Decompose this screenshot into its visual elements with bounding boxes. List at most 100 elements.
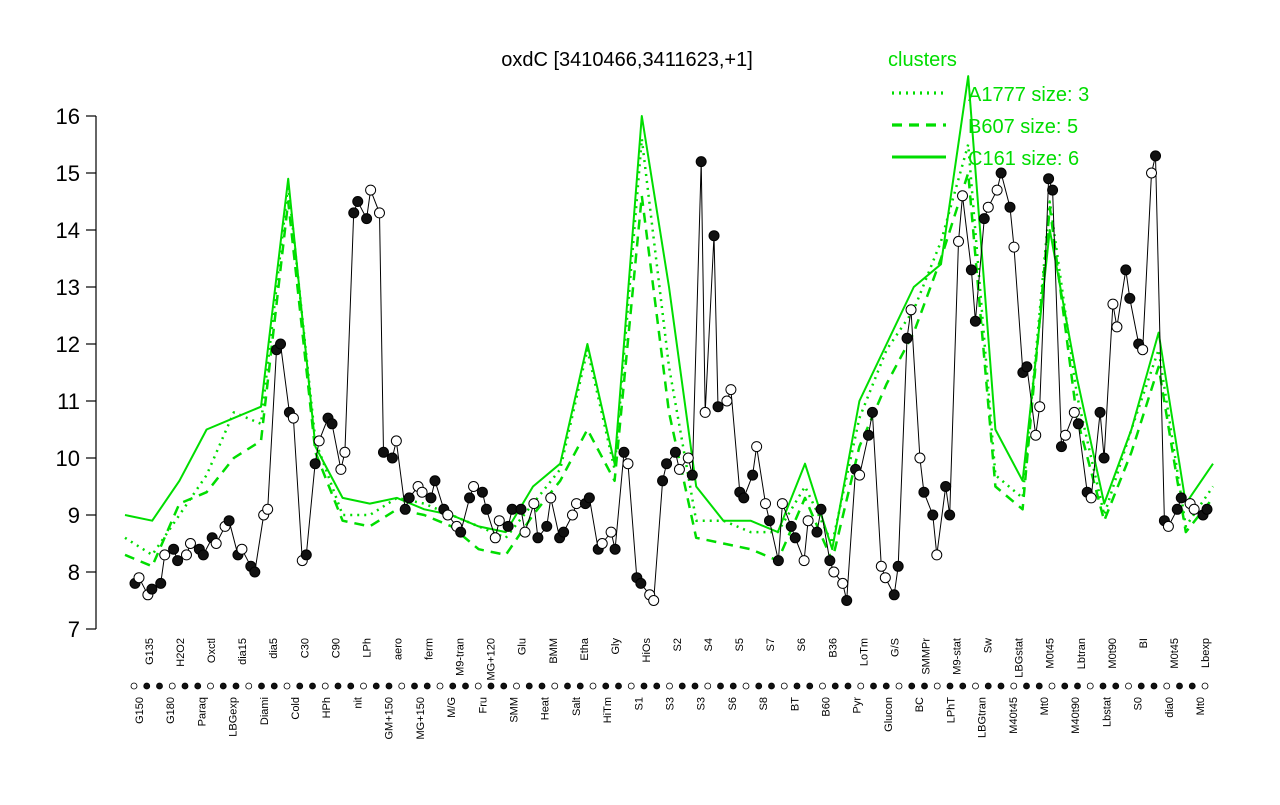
data-point [622,458,634,470]
x-tick-label-bottom: HiTm [602,697,614,723]
legend-entry: A1777 size: 3 [968,84,1089,106]
data-point [464,492,476,504]
x-axis-markers: G150 G180 Paraq LBGexp Diami Cold HPh nit GM+150… [130,637,1212,740]
data-points [129,150,1213,606]
data-point [197,549,209,561]
x-tick-label-top: M9-stat [952,638,964,675]
x-marker [729,682,737,690]
x-marker [704,682,712,690]
x-tick-label-bottom: Mt0 [1195,697,1207,715]
data-point [918,486,930,498]
data-point [300,549,312,561]
x-marker [334,682,342,690]
x-marker [972,682,979,690]
x-marker [933,682,941,690]
x-tick-label-top: S2 [672,638,684,651]
data-point [155,577,167,589]
x-marker [615,682,622,690]
data-point [558,526,570,538]
data-point [365,184,377,196]
data-point [133,572,145,584]
x-marker [984,682,992,690]
x-tick-label-top: Lbexp [1200,638,1212,668]
data-point [618,446,630,458]
x-marker [1086,682,1094,690]
data-point [1021,361,1033,373]
data-point [390,435,402,447]
x-marker [908,682,916,690]
chart-title: oxdC [3410466,3411623,+1] [501,49,753,71]
data-point [1146,167,1158,179]
data-point [957,190,969,202]
data-point [313,435,325,447]
x-tick-label-top: C90 [330,638,342,658]
data-point [403,492,415,504]
legend-entry: C161 size: 6 [968,148,1079,170]
x-tick-label-bottom: Salt [571,697,583,716]
data-point [184,538,196,549]
x-marker [844,682,852,690]
data-point [386,452,398,464]
data-point [425,492,437,504]
data-point [159,549,171,561]
x-tick-label-bottom: nit [352,697,364,709]
x-marker [232,682,240,690]
x-tick-label-top: S7 [765,638,777,651]
x-tick-label-bottom: S8 [758,697,770,710]
x-marker [194,682,202,690]
y-tick-label: 16 [56,104,80,129]
data-point [1120,264,1132,276]
data-point [1008,241,1020,253]
x-marker [946,682,954,690]
x-tick-label-bottom: Paraq [196,697,208,726]
x-marker [1023,682,1030,690]
x-tick-label-bottom: S6 [727,697,739,710]
data-point [429,475,441,487]
x-marker [156,682,163,690]
data-point [785,520,797,532]
x-marker [474,682,482,690]
x-tick-label-bottom: Glucon [883,697,895,732]
x-marker [1137,682,1145,690]
data-point [236,543,248,555]
data-point [493,515,505,527]
x-tick-label-bottom: M/G [446,697,458,718]
x-marker [857,682,865,690]
x-tick-label-top: S4 [703,638,715,651]
x-marker [882,682,890,690]
data-point [566,509,578,521]
y-tick-label: 8 [68,560,80,585]
x-tick-label-top: S5 [734,638,746,651]
data-point [605,526,617,538]
x-tick-label-top: G/S [889,638,901,657]
x-tick-label-bottom: Diami [259,697,271,725]
data-point [489,532,501,544]
x-marker [653,682,661,690]
x-marker [576,682,584,690]
data-point [1068,406,1080,418]
x-marker [959,682,967,690]
x-tick-label-bottom: Mt0 [1039,697,1051,715]
x-marker [1035,682,1043,690]
x-tick-label-bottom: G150 [134,697,146,724]
data-point [442,509,454,521]
data-point [811,526,823,538]
data-point [661,458,673,470]
x-marker [270,682,278,690]
data-point [772,555,784,567]
data-point [309,458,321,470]
data-point [669,446,681,458]
y-tick-label: 9 [68,503,80,528]
x-marker [1112,682,1120,690]
data-point [982,201,994,213]
x-marker [895,682,903,690]
x-marker [436,682,444,690]
data-point [1030,429,1042,441]
x-tick-label-top: B36 [827,638,839,658]
x-tick-label-bottom: LBGexp [228,697,240,737]
x-tick-label-bottom: Fru [477,697,489,714]
data-point [335,463,347,475]
x-marker [997,682,1005,690]
